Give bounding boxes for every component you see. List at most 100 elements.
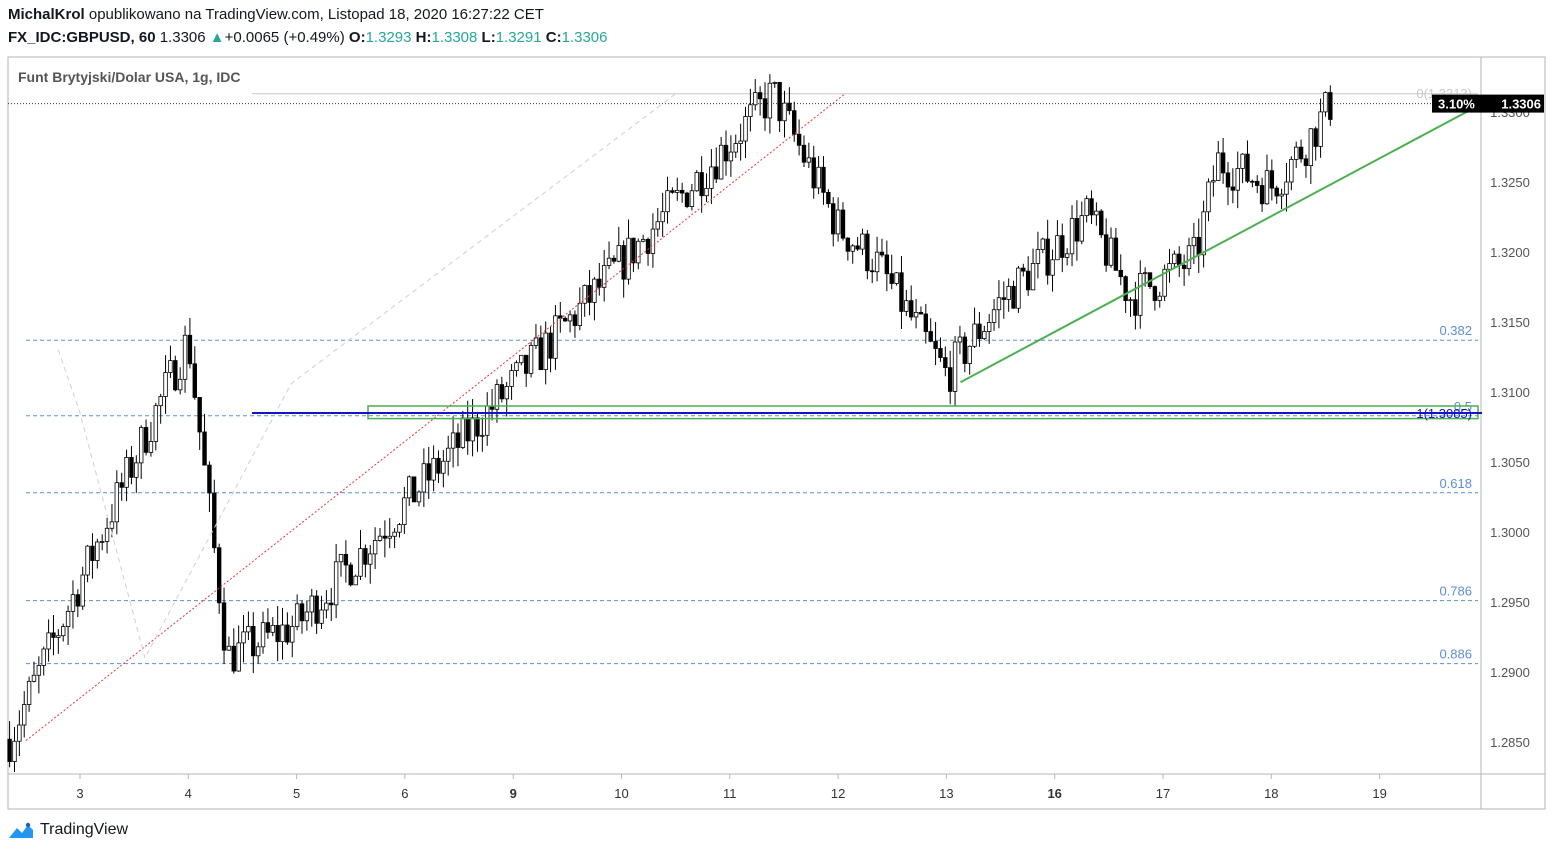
candle-body	[1167, 263, 1172, 270]
candle-body	[212, 492, 217, 549]
candle-body	[577, 302, 583, 327]
candle-body	[1099, 210, 1104, 236]
candle-body	[1123, 276, 1128, 301]
candle-body	[387, 535, 392, 539]
candle-body	[1240, 153, 1245, 169]
candle-body	[1103, 234, 1109, 266]
candle-body	[446, 447, 451, 462]
candle-body	[801, 144, 807, 163]
candle-body	[640, 238, 646, 242]
price-label-box	[1432, 94, 1544, 113]
candle-body	[1030, 262, 1036, 291]
candle-body	[543, 332, 548, 371]
candle-body	[952, 341, 958, 392]
candle-body	[348, 564, 353, 586]
candle-body	[1142, 272, 1148, 275]
x-tick-label: 18	[1264, 786, 1278, 801]
y-tick-label: 1.3000	[1490, 525, 1530, 540]
candle-body	[645, 238, 651, 254]
candle-body	[1323, 92, 1328, 113]
candle-body	[909, 300, 914, 318]
candle-body	[104, 527, 110, 542]
candle-body	[397, 524, 402, 533]
candle-body	[1250, 180, 1255, 183]
candle-body	[494, 384, 500, 410]
candle-body	[699, 172, 704, 197]
candle-body	[309, 595, 314, 613]
candle-body	[743, 116, 748, 142]
candle-body	[1016, 267, 1021, 309]
candle-body	[1079, 215, 1084, 242]
candle-body	[12, 740, 17, 762]
candle-body	[46, 632, 51, 650]
close-label: C:	[545, 29, 562, 46]
candle-body	[231, 645, 236, 672]
candle-body	[689, 190, 695, 208]
candle-body	[17, 724, 22, 742]
candle-body	[173, 360, 178, 391]
candle-body	[991, 309, 997, 323]
candle-body	[562, 317, 568, 322]
author-name[interactable]: MichalKrol	[8, 6, 85, 23]
candle-body	[153, 405, 159, 442]
candle-body	[407, 476, 412, 499]
candle-body	[792, 110, 797, 135]
fib-level-label: 0.886	[1439, 647, 1472, 662]
candle-body	[1245, 153, 1250, 182]
candle-body	[1162, 268, 1167, 297]
candle-body	[606, 257, 612, 266]
candle-body	[611, 257, 617, 262]
low-value: 1.3291	[495, 29, 542, 46]
y-tick-label: 1.2950	[1490, 595, 1530, 610]
candle-body	[631, 237, 636, 264]
candle-body	[772, 81, 777, 84]
candle-body	[294, 603, 300, 627]
candle-body	[299, 603, 305, 622]
candle-body	[1089, 198, 1094, 216]
candle-body	[753, 92, 758, 106]
candle-body	[61, 626, 66, 637]
candle-body	[626, 237, 631, 280]
y-tick-label: 1.3250	[1490, 175, 1530, 190]
candle-body	[26, 680, 32, 705]
chart-title: Funt Brytyjski/Dolar USA, 1g, IDC	[18, 69, 240, 85]
footer-brand[interactable]: TradingView	[8, 820, 128, 840]
candle-body	[986, 322, 992, 332]
candle-body	[426, 463, 431, 481]
candle-body	[402, 497, 407, 525]
candle-body	[660, 211, 665, 223]
x-tick-label: 17	[1156, 786, 1170, 801]
candle-body	[787, 102, 792, 112]
high-value: 1.3308	[431, 29, 478, 46]
candle-body	[1284, 181, 1289, 195]
publish-header: MichalKrol opublikowano na TradingView.c…	[8, 6, 544, 23]
candle-body	[621, 245, 626, 280]
candle-body	[470, 417, 475, 442]
candle-body	[1230, 186, 1236, 191]
candle-body	[368, 553, 373, 565]
candle-body	[1274, 187, 1279, 197]
candle-body	[723, 144, 729, 162]
candle-body	[41, 648, 46, 666]
candle-body	[943, 357, 948, 369]
candle-body	[134, 462, 139, 478]
gray-dashed-helper	[57, 93, 676, 660]
candle-body	[757, 92, 763, 100]
candle-body	[416, 491, 422, 503]
candle-body	[1084, 198, 1089, 217]
candle-body	[528, 345, 534, 374]
chart-frame	[7, 56, 1546, 810]
candle-body	[207, 464, 212, 494]
published-text: opublikowano na TradingView.com, Listopa…	[88, 6, 544, 23]
candle-body	[636, 240, 641, 264]
candle-body	[226, 645, 232, 651]
candle-body	[558, 315, 563, 319]
candle-body	[251, 626, 256, 657]
y-tick-label: 1.3100	[1490, 385, 1530, 400]
candle-body	[280, 624, 285, 643]
candle-body	[392, 531, 397, 537]
candle-body	[831, 203, 836, 235]
x-tick-label: 16	[1047, 786, 1061, 801]
tradingview-logo-icon	[9, 822, 33, 838]
